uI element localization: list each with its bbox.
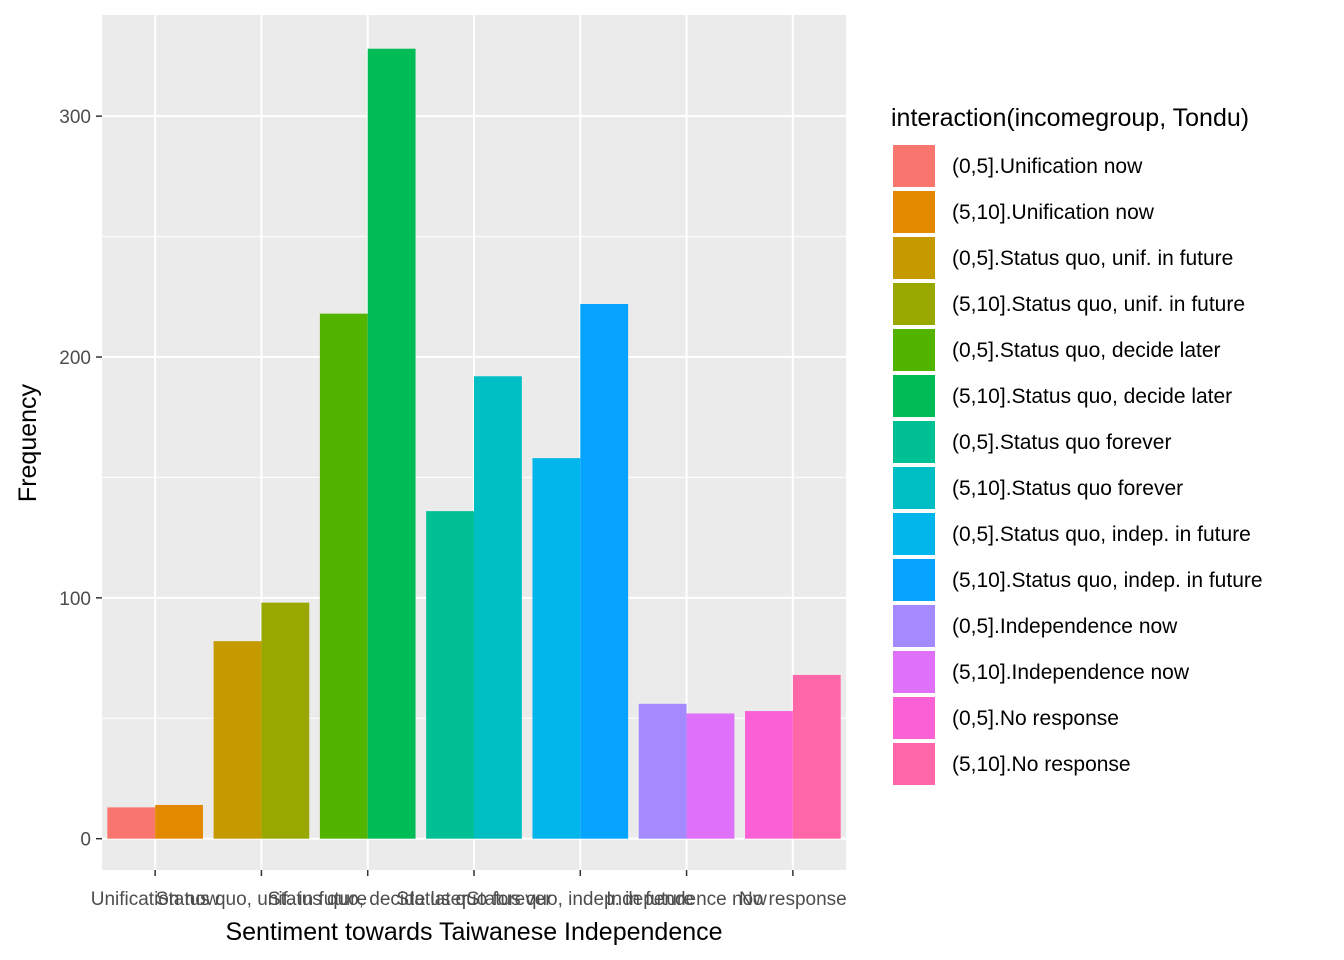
legend-label: (5,10].No response (952, 753, 1131, 776)
legend-label: (5,10].Status quo, indep. in future (952, 569, 1263, 592)
legend-label: (0,5].No response (952, 707, 1119, 730)
legend-key (893, 743, 935, 785)
legend-label: (5,10].Status quo forever (952, 477, 1183, 500)
legend-title: interaction(incomegroup, Tondu) (891, 104, 1249, 132)
bar (426, 511, 474, 839)
x-tick-label: Unification now (91, 889, 220, 910)
bar (367, 48, 416, 839)
legend-key (893, 237, 935, 279)
bars (107, 48, 841, 839)
y-tick-label: 200 (59, 348, 91, 369)
y-axis-title: Frequency (14, 383, 42, 502)
legend-key (893, 421, 935, 463)
bar (792, 674, 841, 839)
y-tick-label: 300 (59, 107, 91, 128)
legend-key (893, 559, 935, 601)
legend-label: (0,5].Status quo, decide later (952, 339, 1221, 362)
legend-label: (0,5].Unification now (952, 155, 1143, 178)
legend-label: (5,10].Status quo, unif. in future (952, 293, 1245, 316)
bar (580, 304, 629, 839)
y-axis: 0 100 200 300 (59, 107, 102, 851)
bar (638, 703, 687, 839)
bar (474, 376, 522, 839)
bar (686, 713, 735, 839)
legend-key (893, 513, 935, 555)
legend-label: (5,10].Unification now (952, 201, 1155, 224)
legend-label: (0,5].Independence now (952, 615, 1178, 638)
bar (745, 711, 793, 839)
legend-key (893, 145, 935, 187)
bar (213, 641, 262, 839)
x-tick-label: Status quo forever (396, 889, 552, 910)
legend-key (893, 697, 935, 739)
legend-label: (5,10].Independence now (952, 661, 1190, 684)
legend: interaction(incomegroup, Tondu) (0,5].Un… (891, 104, 1263, 785)
bar (155, 804, 203, 839)
legend-key (893, 329, 935, 371)
bar (532, 458, 581, 839)
x-tick-label: Independence now (606, 889, 767, 910)
legend-key (893, 375, 935, 417)
legend-label: (0,5].Status quo forever (952, 431, 1171, 454)
bar (261, 602, 310, 839)
x-tick-label: Status quo, unif. in future (156, 889, 367, 910)
y-tick-label: 0 (80, 830, 91, 851)
bar (107, 807, 156, 839)
bar (319, 313, 368, 839)
legend-label: (5,10].Status quo, decide later (952, 385, 1232, 408)
x-tick-label: Status quo, decide later (268, 889, 468, 910)
legend-label: (0,5].Status quo, indep. in future (952, 523, 1251, 546)
x-tick-label: Status quo, indep. in future (467, 889, 694, 910)
y-tick-label: 100 (59, 589, 91, 610)
legend-label: (0,5].Status quo, unif. in future (952, 247, 1233, 270)
legend-key (893, 283, 935, 325)
legend-key (893, 191, 935, 233)
x-axis-title: Sentiment towards Taiwanese Independence (225, 918, 722, 946)
legend-key (893, 467, 935, 509)
x-tick-label: No response (739, 889, 847, 910)
legend-key (893, 651, 935, 693)
legend-key (893, 605, 935, 647)
